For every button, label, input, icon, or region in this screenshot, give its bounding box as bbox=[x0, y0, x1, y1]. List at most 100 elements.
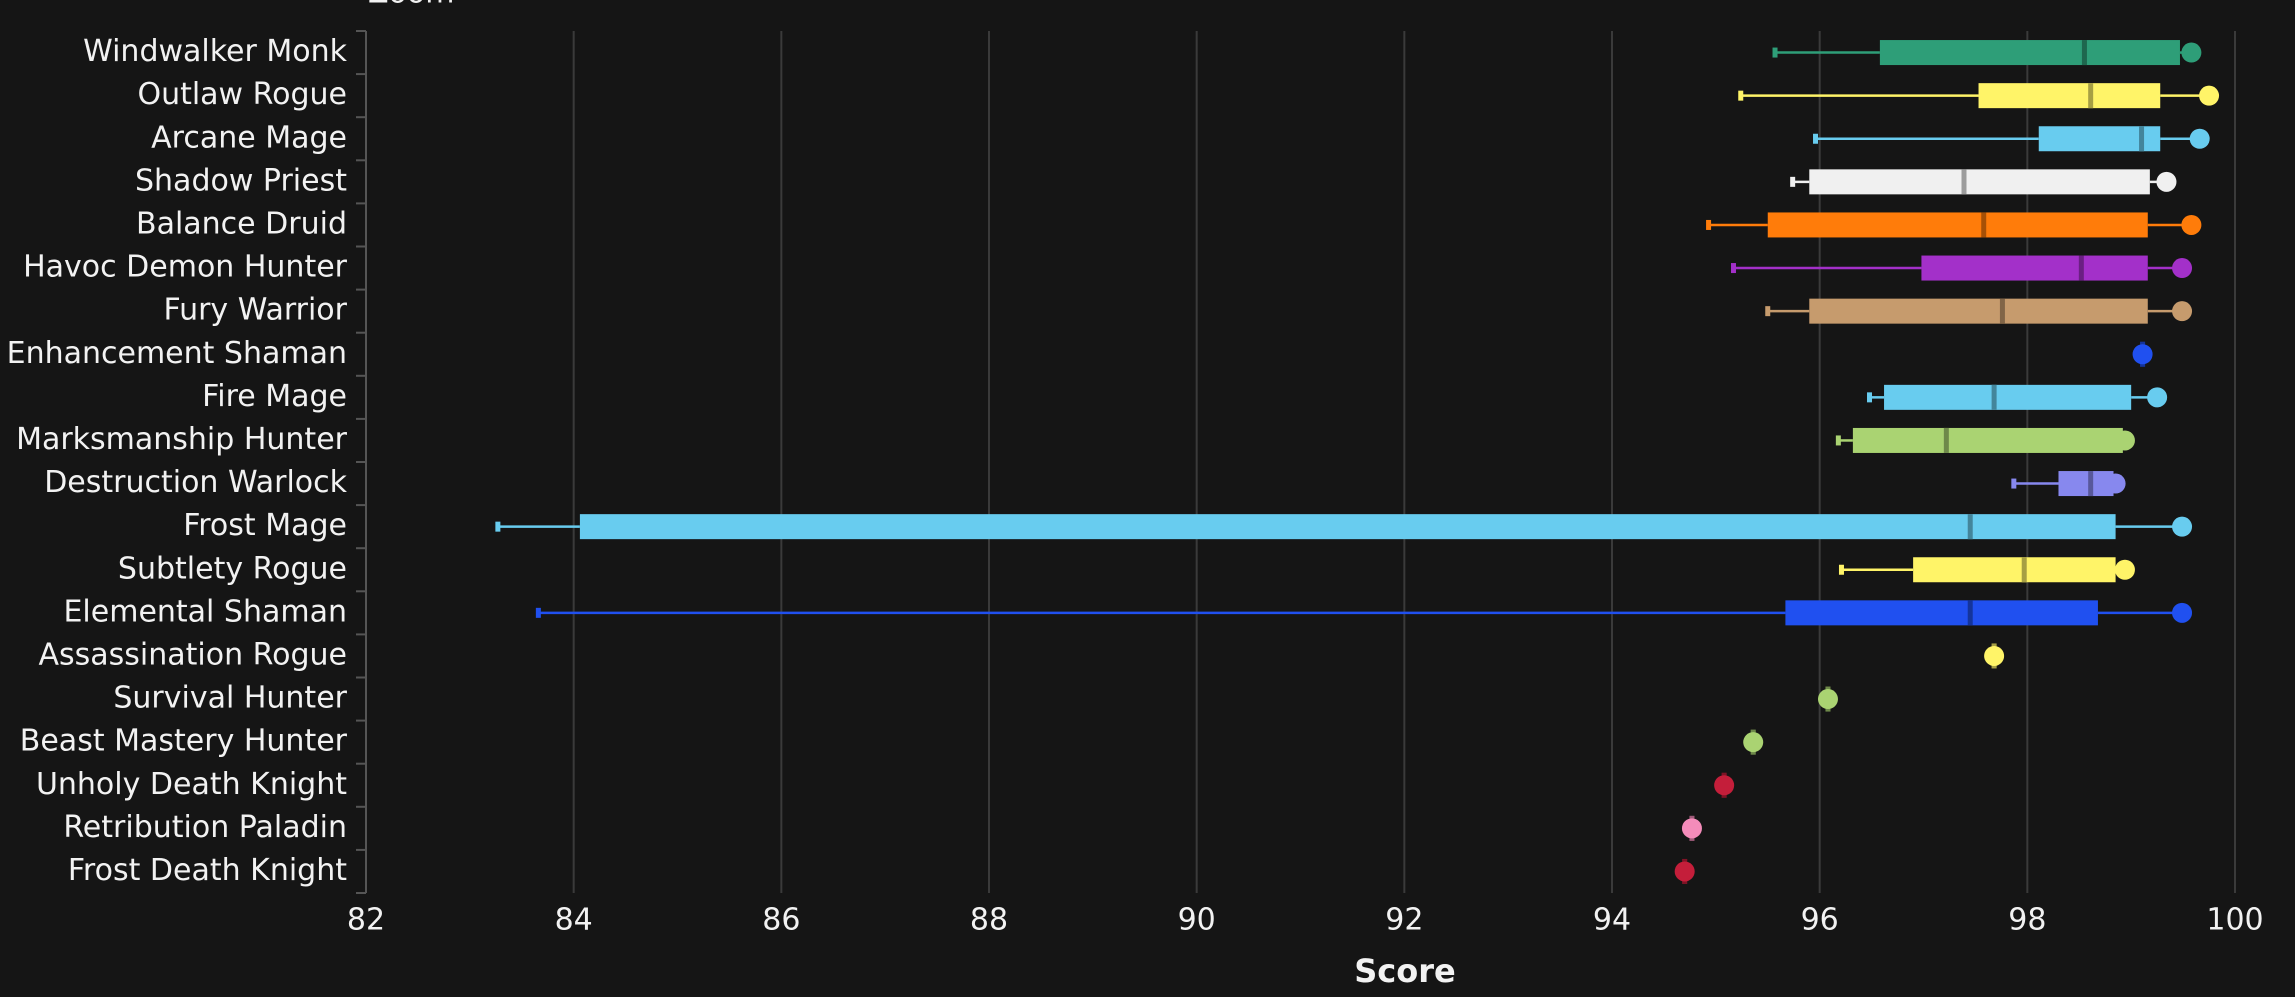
median bbox=[1961, 169, 1967, 195]
whisker-cap bbox=[1790, 176, 1796, 187]
category-label: Assassination Rogue bbox=[38, 637, 347, 672]
category-label: Retribution Paladin bbox=[63, 810, 347, 845]
x-tick-label: 90 bbox=[1178, 903, 1216, 938]
x-tick-label: 92 bbox=[1385, 903, 1423, 938]
median-shade bbox=[2021, 557, 2027, 583]
category-label: Balance Druid bbox=[136, 206, 347, 241]
max-point bbox=[2114, 430, 2135, 451]
median bbox=[1943, 427, 1949, 453]
median-shade bbox=[1967, 514, 1973, 540]
x-tick-label: 98 bbox=[2008, 903, 2046, 938]
median-shade bbox=[1981, 212, 1987, 238]
category-label: Outlaw Rogue bbox=[137, 77, 347, 112]
x-tick-label: 100 bbox=[2206, 903, 2263, 938]
box bbox=[1879, 40, 2180, 66]
max-point bbox=[2172, 516, 2193, 537]
max-point bbox=[2156, 171, 2177, 192]
x-tick-label: 96 bbox=[1801, 903, 1839, 938]
max-point bbox=[2172, 301, 2193, 322]
x-axis-title: Score bbox=[1354, 952, 1455, 990]
whisker-cap bbox=[1772, 47, 1778, 58]
whisker-cap bbox=[535, 607, 541, 618]
whisker-cap bbox=[1838, 564, 1844, 575]
median-shade bbox=[1961, 169, 1967, 195]
box bbox=[1913, 557, 2116, 583]
whisker-cap bbox=[1867, 392, 1873, 403]
box bbox=[1767, 212, 2148, 238]
whisker-cap bbox=[1730, 263, 1736, 274]
median-shade bbox=[1943, 427, 1949, 453]
median-shade bbox=[2081, 40, 2087, 66]
max-point bbox=[2114, 559, 2135, 580]
median bbox=[2078, 255, 2084, 281]
box bbox=[1809, 298, 2148, 324]
max-point bbox=[1743, 732, 1764, 753]
category-label: Subtlety Rogue bbox=[118, 551, 347, 586]
zoom-label[interactable]: Zoom bbox=[368, 0, 454, 11]
x-tick-label: 88 bbox=[970, 903, 1008, 938]
max-point bbox=[2172, 258, 2193, 279]
max-point bbox=[1681, 818, 1702, 839]
max-point bbox=[2189, 128, 2210, 149]
max-point bbox=[2181, 42, 2202, 63]
median bbox=[1999, 298, 2005, 324]
category-label: Frost Death Knight bbox=[68, 853, 347, 888]
max-point bbox=[2172, 602, 2193, 623]
box bbox=[1884, 384, 2132, 410]
max-point bbox=[1984, 645, 2005, 666]
median-shade bbox=[1991, 384, 1997, 410]
median-shade bbox=[2078, 255, 2084, 281]
median bbox=[2081, 40, 2087, 66]
category-label: Arcane Mage bbox=[151, 120, 347, 155]
max-point bbox=[1817, 689, 1838, 710]
max-point bbox=[2105, 473, 2126, 494]
median bbox=[2021, 557, 2027, 583]
max-point bbox=[2132, 344, 2153, 365]
category-label: Fire Mage bbox=[202, 379, 347, 414]
x-tick-label: 94 bbox=[1593, 903, 1631, 938]
median bbox=[2139, 126, 2145, 152]
median-shade bbox=[1967, 600, 1973, 626]
max-point bbox=[1714, 775, 1735, 796]
median bbox=[2088, 471, 2094, 497]
category-label: Marksmanship Hunter bbox=[16, 422, 348, 457]
category-label: Survival Hunter bbox=[113, 681, 347, 716]
whisker-cap bbox=[1706, 219, 1712, 230]
whisker-cap bbox=[1835, 435, 1841, 446]
box bbox=[1921, 255, 2148, 281]
median-shade bbox=[2139, 126, 2145, 152]
median bbox=[1981, 212, 1987, 238]
box bbox=[1809, 169, 2150, 195]
median-shade bbox=[1999, 298, 2005, 324]
x-tick-label: 86 bbox=[762, 903, 800, 938]
box bbox=[579, 514, 2116, 540]
max-point bbox=[2181, 214, 2202, 235]
box bbox=[1978, 83, 2161, 109]
box bbox=[1785, 600, 2098, 626]
median bbox=[1991, 384, 1997, 410]
category-label: Havoc Demon Hunter bbox=[23, 250, 348, 285]
category-label: Frost Mage bbox=[183, 508, 347, 543]
median bbox=[2088, 83, 2094, 109]
median bbox=[1967, 600, 1973, 626]
x-tick-label: 82 bbox=[347, 903, 385, 938]
category-label: Destruction Warlock bbox=[44, 465, 347, 500]
whisker-cap bbox=[495, 521, 501, 532]
category-label: Enhancement Shaman bbox=[7, 336, 347, 371]
max-point bbox=[2199, 85, 2220, 106]
category-label: Shadow Priest bbox=[135, 163, 347, 198]
x-tick-label: 84 bbox=[555, 903, 593, 938]
category-label: Windwalker Monk bbox=[83, 34, 348, 69]
category-label: Unholy Death Knight bbox=[36, 767, 347, 802]
max-point bbox=[2147, 387, 2168, 408]
median bbox=[1967, 514, 1973, 540]
whisker-cap bbox=[1738, 90, 1744, 101]
box bbox=[2058, 471, 2114, 497]
category-label: Elemental Shaman bbox=[63, 594, 347, 629]
category-label: Fury Warrior bbox=[163, 293, 347, 328]
whisker-cap bbox=[2011, 478, 2017, 489]
category-label: Beast Mastery Hunter bbox=[20, 724, 348, 759]
box bbox=[1852, 427, 2123, 453]
